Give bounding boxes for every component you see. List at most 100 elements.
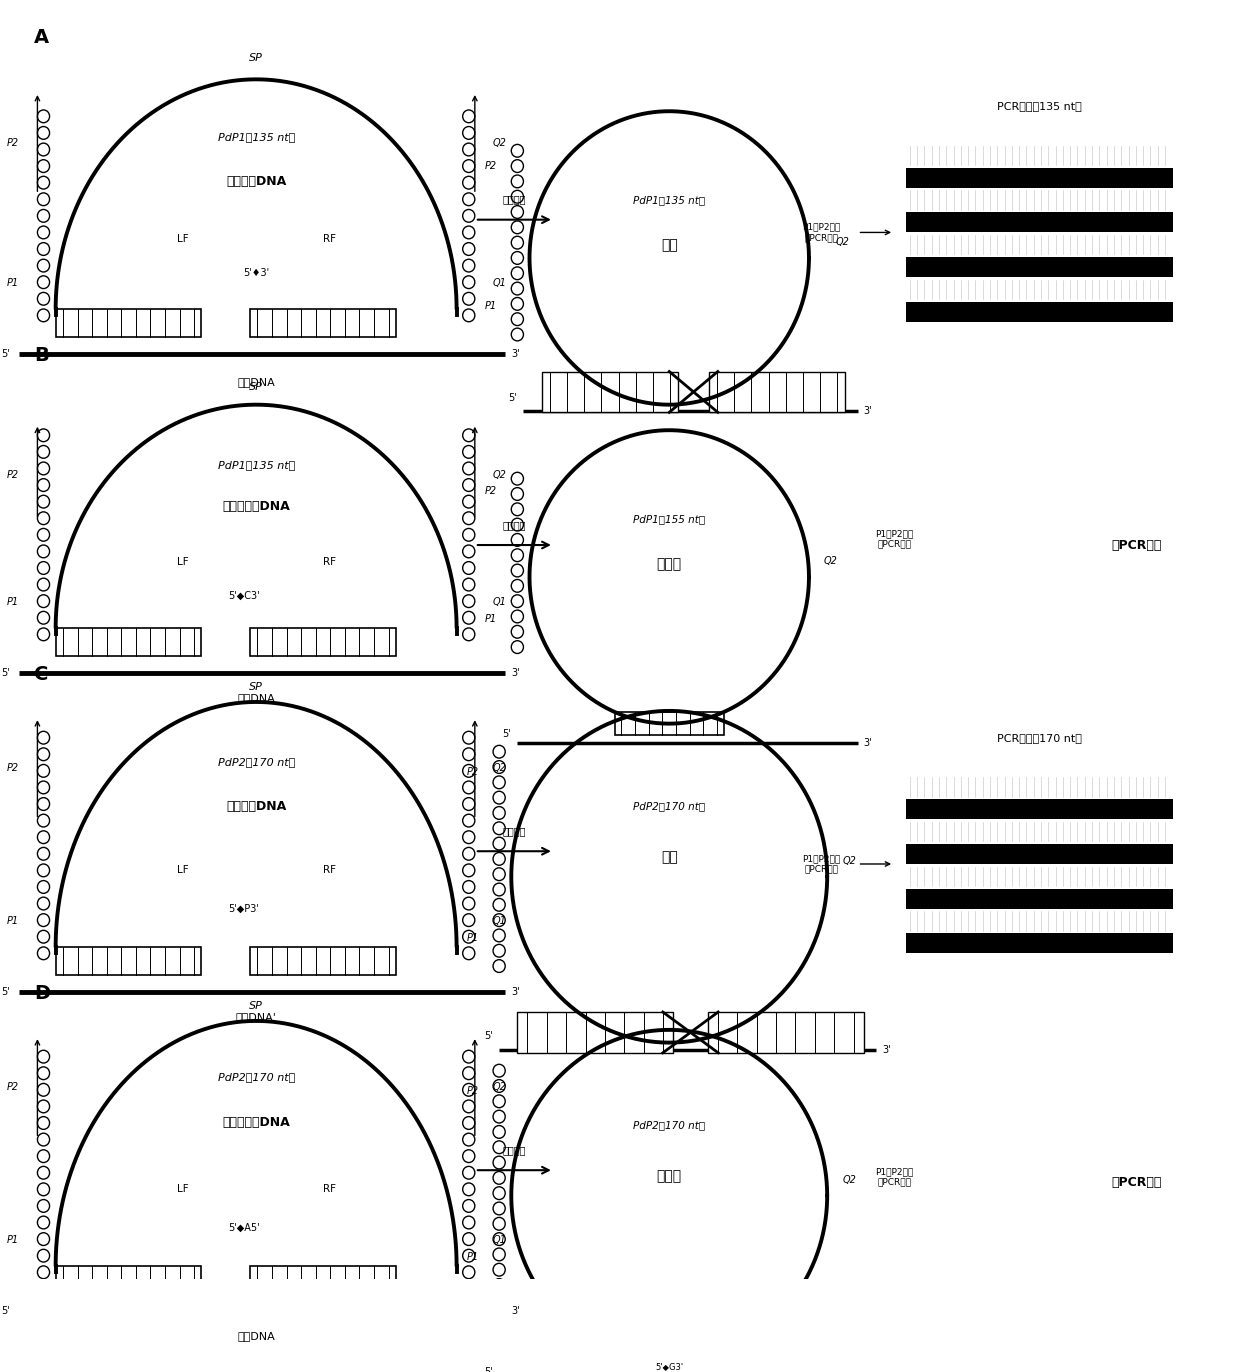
Text: Q2: Q2: [842, 1174, 856, 1185]
Bar: [250, 628, 396, 656]
Bar: [250, 309, 396, 338]
Text: PdP2（170 nt）: PdP2（170 nt）: [633, 1121, 705, 1131]
Text: Q1: Q1: [492, 916, 506, 926]
Text: P1: P1: [7, 1235, 20, 1246]
Bar: [609, 1350, 730, 1372]
Text: Q2: Q2: [492, 139, 506, 148]
Bar: [907, 933, 1174, 954]
Text: LF: LF: [177, 1184, 189, 1195]
Text: Q1: Q1: [492, 597, 506, 608]
Text: 5'♦3': 5'♦3': [242, 269, 270, 279]
Text: 目标DNA': 目标DNA': [236, 1013, 277, 1022]
Text: 5': 5': [485, 1032, 494, 1041]
Text: P2: P2: [485, 486, 497, 497]
Text: 5'◆C3': 5'◆C3': [228, 591, 260, 601]
Text: LF: LF: [177, 866, 189, 875]
Text: Q2: Q2: [492, 469, 506, 480]
Text: Q2: Q2: [842, 856, 856, 866]
Text: P1和P2引物
的PCR扩增: P1和P2引物 的PCR扩增: [875, 530, 913, 549]
Text: PdP2（170 nt）: PdP2（170 nt）: [633, 801, 705, 812]
Text: D: D: [33, 984, 49, 1003]
Bar: [517, 1013, 673, 1052]
Text: P1: P1: [485, 613, 497, 624]
Bar: [907, 889, 1174, 908]
Text: 不匹配目标DNA: 不匹配目标DNA: [223, 501, 289, 513]
Bar: [250, 1266, 396, 1294]
Text: P2: P2: [7, 1083, 20, 1092]
Text: P1: P1: [7, 597, 20, 608]
Text: SP: SP: [249, 682, 263, 691]
Text: 5': 5': [1, 1306, 10, 1316]
Bar: [250, 947, 396, 975]
Text: P1: P1: [7, 279, 20, 288]
Text: P1和P2引物
的PCR扩增: P1和P2引物 的PCR扩增: [802, 855, 840, 874]
Text: PdP1（135 nt）: PdP1（135 nt）: [633, 196, 705, 206]
Text: 3': 3': [863, 406, 872, 416]
Text: RF: RF: [323, 866, 335, 875]
Text: 无PCR产物: 无PCR产物: [1112, 1176, 1163, 1190]
Text: A: A: [33, 29, 49, 47]
Text: 不匹配目标DNA: 不匹配目标DNA: [223, 1117, 289, 1129]
Text: C: C: [33, 665, 48, 685]
Text: 3': 3': [511, 986, 520, 996]
Text: 5': 5': [485, 1367, 494, 1372]
Text: P2: P2: [466, 767, 479, 777]
Text: 匹配目标DNA: 匹配目标DNA: [226, 800, 286, 814]
Text: PCR产物（135 nt）: PCR产物（135 nt）: [997, 102, 1082, 111]
Text: 5': 5': [1, 668, 10, 678]
Bar: [907, 800, 1174, 819]
Bar: [615, 712, 724, 735]
Bar: [56, 309, 202, 338]
Bar: [907, 257, 1174, 277]
Text: 不杂化: 不杂化: [657, 557, 682, 571]
Text: Q1: Q1: [492, 1235, 506, 1246]
Text: Q2: Q2: [836, 237, 850, 247]
Text: P1: P1: [7, 916, 20, 926]
Text: 杂化: 杂化: [661, 851, 678, 864]
Text: P2: P2: [7, 139, 20, 148]
Bar: [907, 213, 1174, 232]
Text: LF: LF: [177, 557, 189, 567]
Text: 5': 5': [502, 729, 511, 740]
Bar: [542, 372, 678, 413]
Text: 连接反应: 连接反应: [502, 1144, 526, 1155]
Text: P1: P1: [466, 933, 479, 943]
Text: 连接反应: 连接反应: [502, 195, 526, 204]
Text: P1和P2引物
的PCR扩增: P1和P2引物 的PCR扩增: [875, 1166, 913, 1187]
Text: Q2: Q2: [492, 763, 506, 774]
Text: Q2: Q2: [824, 556, 837, 567]
Text: P1和P2引物
的PCR扩增: P1和P2引物 的PCR扩增: [802, 222, 840, 241]
Text: 5'◆G3': 5'◆G3': [656, 1362, 683, 1371]
Bar: [907, 844, 1174, 864]
Text: C3': C3': [651, 727, 664, 735]
Text: P2: P2: [7, 469, 20, 480]
Bar: [907, 302, 1174, 322]
Text: 5'◆P3': 5'◆P3': [229, 904, 260, 914]
Bar: [56, 1266, 202, 1294]
Bar: [56, 628, 202, 656]
Text: 5': 5': [1, 348, 10, 358]
Text: 目标DNA: 目标DNA: [238, 1331, 275, 1340]
Text: SP: SP: [249, 381, 263, 392]
Text: RF: RF: [323, 1184, 335, 1195]
Text: 5'◆A5': 5'◆A5': [228, 1222, 260, 1232]
Text: LF: LF: [177, 233, 189, 244]
Text: 无PCR产物: 无PCR产物: [1112, 539, 1163, 552]
Text: 不杂化: 不杂化: [657, 1169, 682, 1184]
Text: 5': 5': [1, 986, 10, 996]
Text: 杂化: 杂化: [661, 239, 678, 252]
Text: P2: P2: [485, 161, 497, 170]
Text: Q2: Q2: [492, 1083, 506, 1092]
Text: 3': 3': [511, 668, 520, 678]
Text: 目标DNA: 目标DNA: [238, 377, 275, 387]
Text: PdP2（170 nt）: PdP2（170 nt）: [218, 757, 294, 767]
Text: PdP1（135 nt）: PdP1（135 nt）: [218, 132, 294, 141]
Text: 3': 3': [511, 348, 520, 358]
Text: 3': 3': [863, 738, 872, 748]
Bar: [56, 947, 202, 975]
Text: PdP1（155 nt）: PdP1（155 nt）: [633, 514, 705, 524]
Text: 连接反应: 连接反应: [502, 826, 526, 836]
Text: SP: SP: [249, 1000, 263, 1011]
Text: Q1: Q1: [492, 279, 506, 288]
Text: PCR产物（170 nt）: PCR产物（170 nt）: [997, 733, 1082, 742]
